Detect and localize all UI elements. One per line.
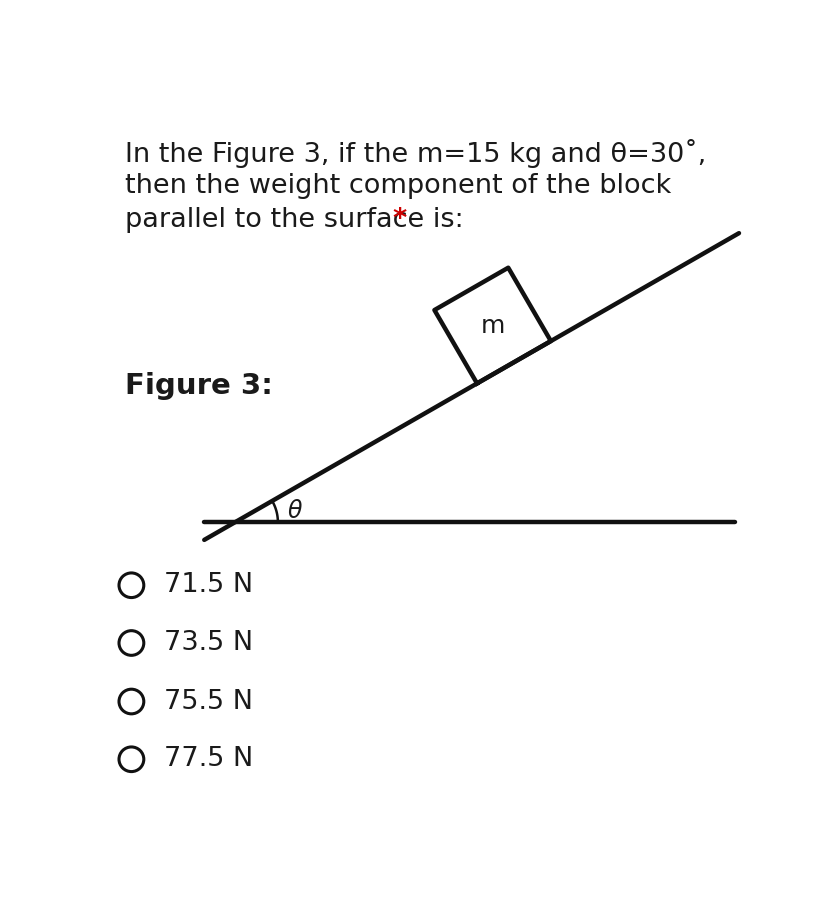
Text: parallel to the surface is:: parallel to the surface is:: [125, 207, 472, 233]
Text: θ: θ: [287, 499, 301, 523]
Text: 77.5 N: 77.5 N: [164, 746, 253, 772]
Text: m: m: [480, 314, 504, 338]
Text: *: *: [392, 207, 406, 233]
Text: Figure 3:: Figure 3:: [125, 372, 273, 400]
Text: 73.5 N: 73.5 N: [164, 630, 253, 656]
Text: In the Figure 3, if the m=15 kg and θ=30˚,: In the Figure 3, if the m=15 kg and θ=30…: [125, 140, 705, 168]
Text: 71.5 N: 71.5 N: [164, 572, 253, 599]
Text: then the weight component of the block: then the weight component of the block: [125, 174, 671, 199]
Text: 75.5 N: 75.5 N: [164, 688, 252, 714]
